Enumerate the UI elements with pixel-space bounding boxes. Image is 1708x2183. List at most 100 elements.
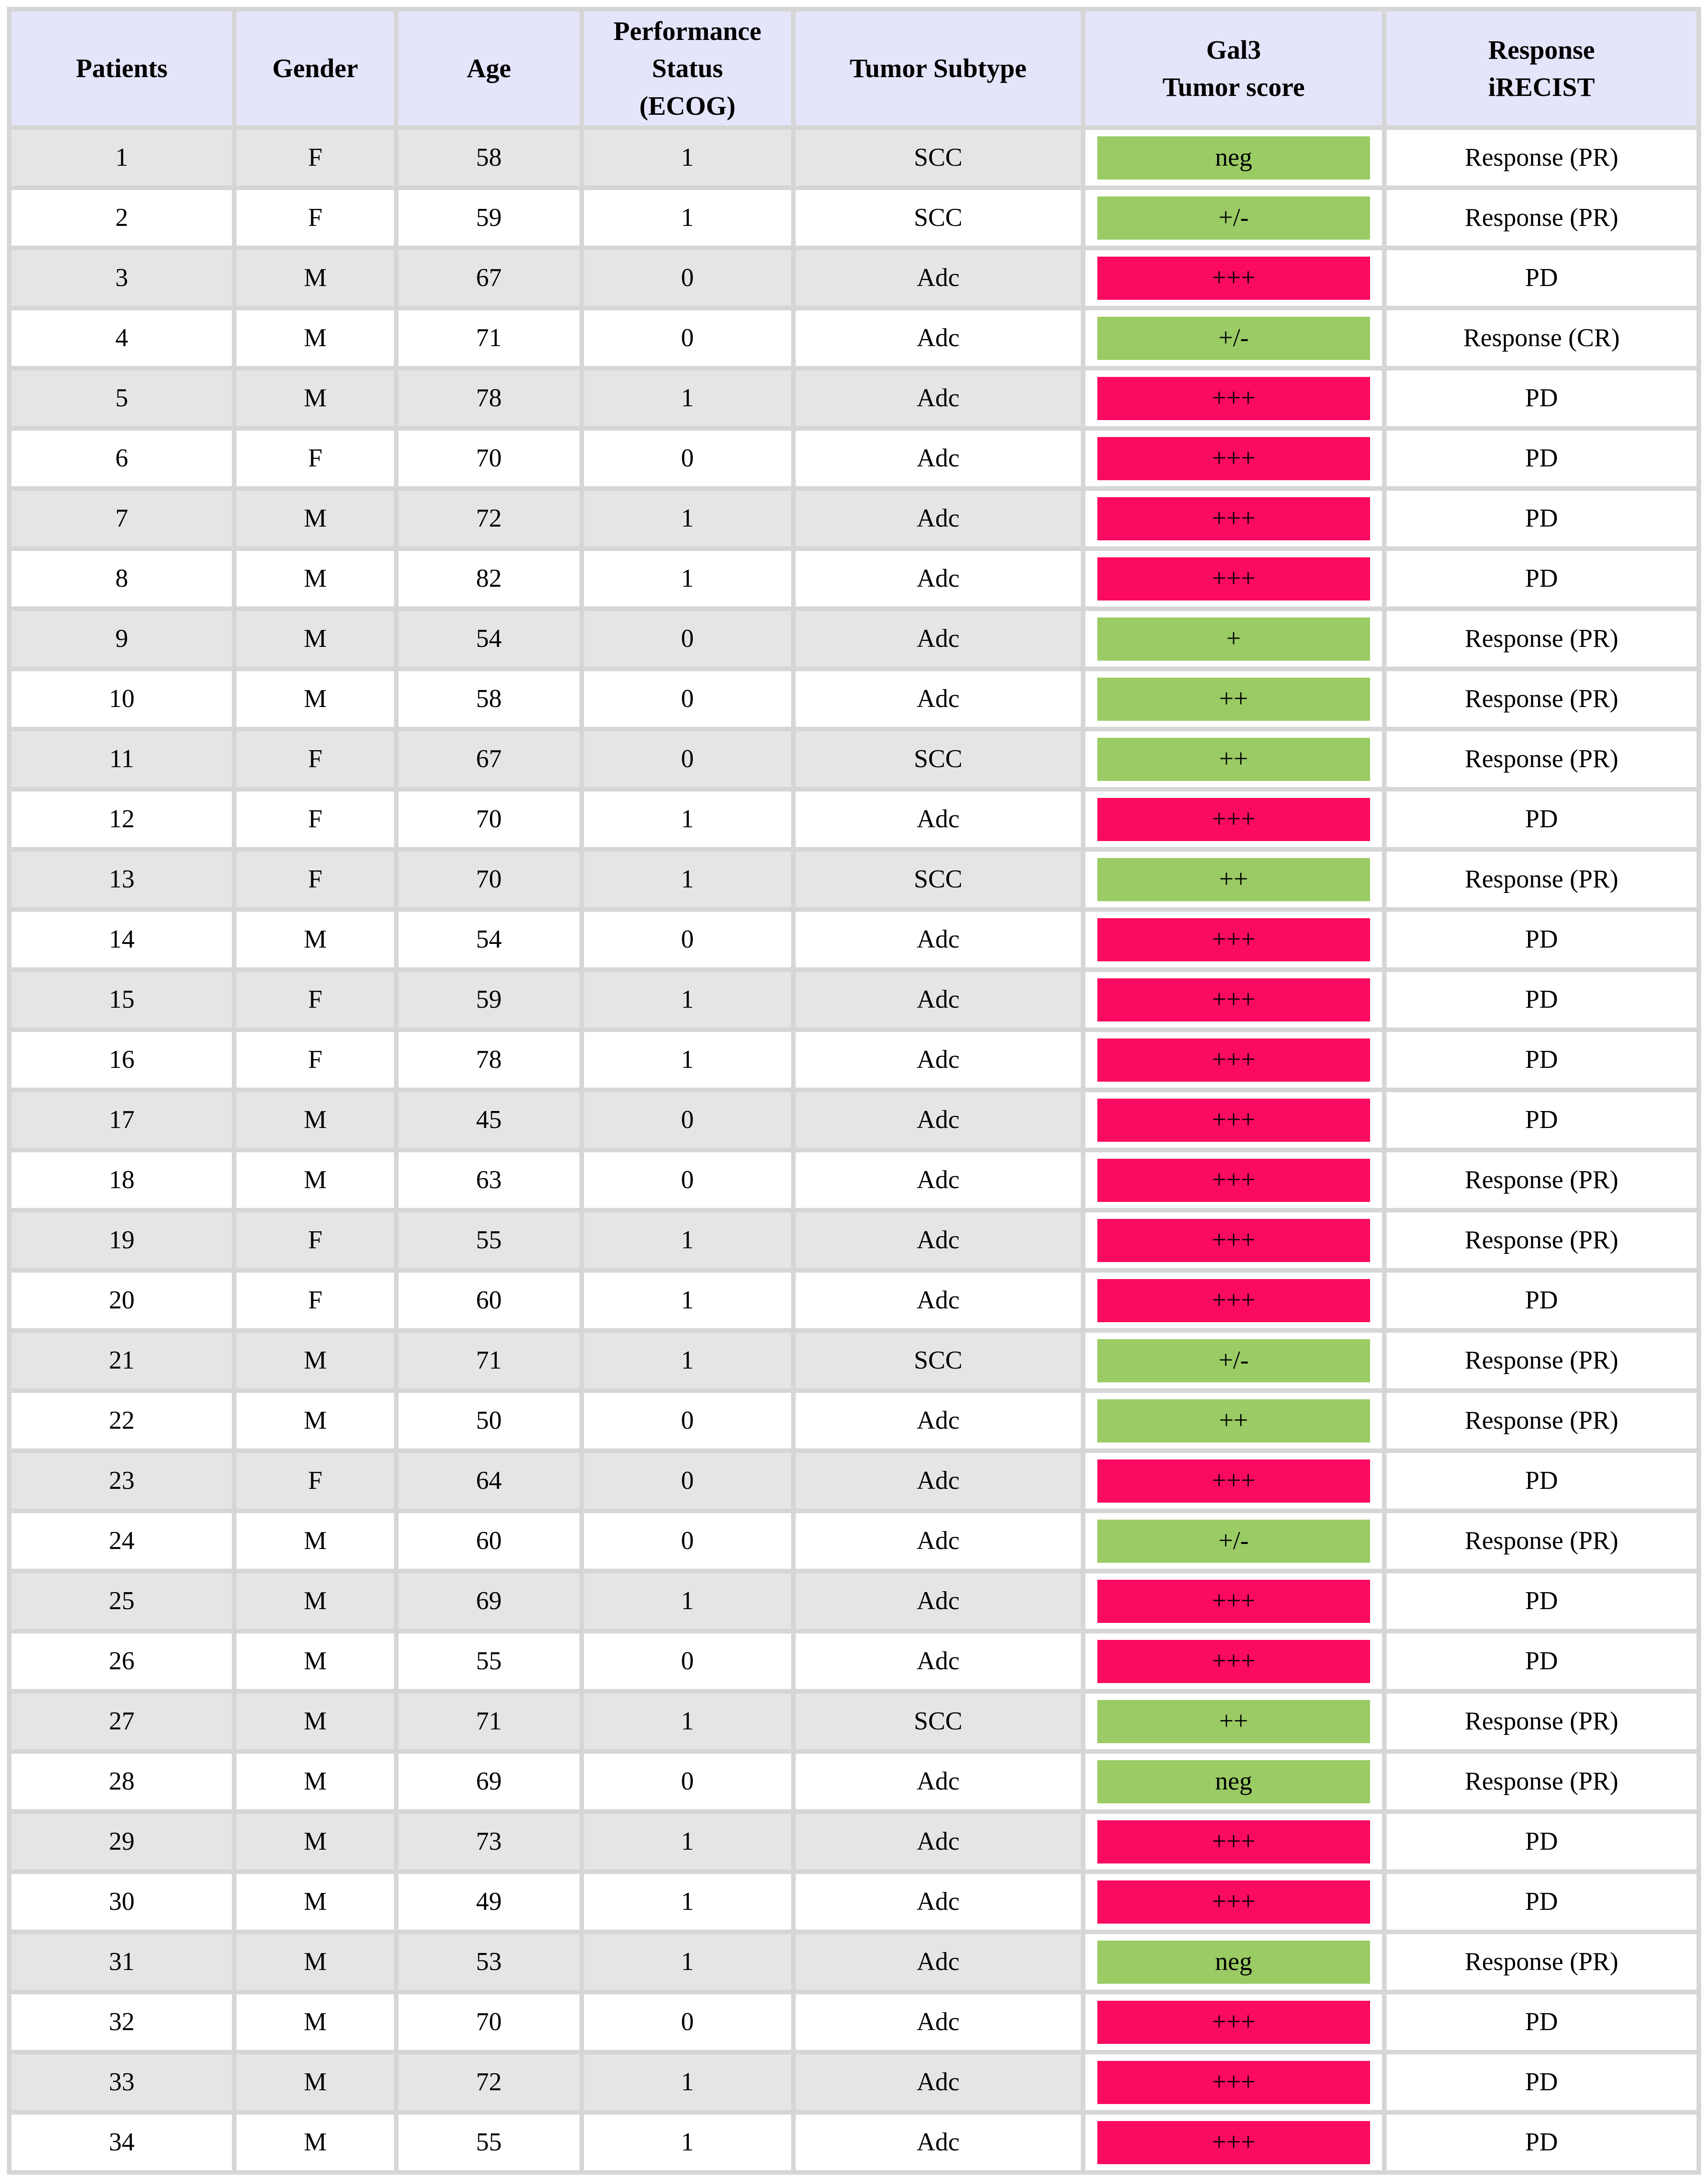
age-cell: 60 — [399, 1513, 579, 1569]
column-header-label: Performance Status (ECOG) — [613, 16, 762, 121]
tumor-subtype-value: SCC — [914, 203, 963, 232]
response-cell: Response (PR) — [1386, 671, 1697, 727]
gender-cell: M — [236, 1754, 394, 1809]
patient-number: 2 — [115, 203, 129, 232]
gal3-score-bar: +++ — [1097, 1218, 1371, 1262]
gal3-score-bar: +++ — [1097, 2000, 1371, 2044]
gal3-score-label: +++ — [1212, 1165, 1256, 1194]
tumor-subtype-cell: Adc — [795, 491, 1081, 546]
age-cell: 73 — [399, 1814, 579, 1869]
gender-value: M — [303, 1406, 327, 1435]
tumor-subtype-value: Adc — [916, 2127, 960, 2156]
age-cell: 55 — [399, 1633, 579, 1689]
patient-number: 7 — [115, 504, 129, 533]
ecog-value: 1 — [681, 1706, 694, 1735]
tumor-subtype-cell: Adc — [795, 1814, 1081, 1869]
patient-number-cell: 13 — [11, 852, 232, 907]
patient-number-cell: 16 — [11, 1032, 232, 1088]
tumor-subtype-value: Adc — [916, 1466, 960, 1495]
column-header-patients: Patients — [11, 11, 232, 125]
gal3-score-bar: + — [1097, 617, 1371, 661]
table-row: 9 M 54 0 Adc + Response (PR) — [11, 611, 1697, 667]
response-cell: Response (PR) — [1386, 1754, 1697, 1809]
ecog-value: 1 — [681, 504, 694, 533]
gal3-score-label: ++ — [1219, 744, 1248, 773]
gal3-score-cell: ++ — [1085, 731, 1382, 787]
tumor-subtype-value: Adc — [916, 624, 960, 653]
patient-number: 12 — [109, 804, 135, 833]
tumor-subtype-value: Adc — [916, 1105, 960, 1134]
age-value: 70 — [476, 864, 502, 893]
age-value: 71 — [476, 323, 502, 352]
age-value: 67 — [476, 744, 502, 773]
response-value: PD — [1525, 2127, 1558, 2156]
patient-number: 22 — [109, 1406, 135, 1435]
table-row: 7 M 72 1 Adc +++ PD — [11, 491, 1697, 546]
age-cell: 58 — [399, 671, 579, 727]
table-row: 14 M 54 0 Adc +++ PD — [11, 912, 1697, 967]
age-cell: 78 — [399, 1032, 579, 1088]
gal3-score-label: +++ — [1212, 925, 1256, 954]
ecog-cell: 0 — [584, 310, 791, 366]
gal3-score-bar: +++ — [1097, 1098, 1371, 1142]
tumor-subtype-cell: Adc — [795, 310, 1081, 366]
response-value: PD — [1525, 1045, 1558, 1074]
tumor-subtype-cell: Adc — [795, 1152, 1081, 1208]
patient-number: 8 — [115, 564, 129, 593]
response-value: PD — [1525, 1887, 1558, 1916]
gal3-score-bar: neg — [1097, 136, 1371, 180]
tumor-subtype-value: Adc — [916, 1767, 960, 1796]
gal3-score-cell: +/- — [1085, 1333, 1382, 1388]
gal3-score-label: + — [1226, 624, 1241, 653]
age-cell: 55 — [399, 1212, 579, 1268]
ecog-value: 1 — [681, 864, 694, 893]
patient-number: 29 — [109, 1827, 135, 1856]
ecog-value: 1 — [681, 143, 694, 172]
gender-value: M — [303, 624, 327, 653]
patient-number-cell: 12 — [11, 791, 232, 847]
response-cell: PD — [1386, 250, 1697, 306]
gal3-score-label: +++ — [1212, 1646, 1256, 1675]
gal3-score-label: +++ — [1212, 1225, 1256, 1254]
gal3-score-bar: +++ — [1097, 918, 1371, 961]
gender-value: M — [303, 1105, 327, 1134]
table-body: 1 F 58 1 SCC neg Response (PR) 2 F 59 1 … — [11, 130, 1697, 2170]
response-cell: PD — [1386, 431, 1697, 486]
response-cell: PD — [1386, 1453, 1697, 1509]
patient-number-cell: 25 — [11, 1573, 232, 1629]
response-cell: Response (PR) — [1386, 1333, 1697, 1388]
gal3-score-bar: +/- — [1097, 1519, 1371, 1563]
tumor-subtype-value: SCC — [914, 1346, 963, 1375]
gender-cell: M — [236, 671, 394, 727]
table-row: 25 M 69 1 Adc +++ PD — [11, 1573, 1697, 1629]
gender-value: F — [308, 1285, 323, 1314]
patient-number: 25 — [109, 1586, 135, 1615]
ecog-value: 1 — [681, 1225, 694, 1254]
gal3-score-cell: +/- — [1085, 190, 1382, 246]
response-value: Response (PR) — [1465, 1225, 1618, 1254]
gal3-score-label: +++ — [1212, 1045, 1256, 1074]
gender-cell: F — [236, 431, 394, 486]
gal3-score-cell: +++ — [1085, 1212, 1382, 1268]
response-value: Response (PR) — [1465, 143, 1618, 172]
response-cell: PD — [1386, 2115, 1697, 2170]
response-cell: PD — [1386, 1092, 1697, 1148]
gender-cell: M — [236, 1814, 394, 1869]
gal3-score-label: ++ — [1219, 864, 1248, 893]
table-row: 21 M 71 1 SCC +/- Response (PR) — [11, 1333, 1697, 1388]
patient-number-cell: 8 — [11, 551, 232, 606]
tumor-subtype-cell: Adc — [795, 1754, 1081, 1809]
ecog-cell: 0 — [584, 1633, 791, 1689]
table-row: 13 F 70 1 SCC ++ Response (PR) — [11, 852, 1697, 907]
gender-cell: F — [236, 852, 394, 907]
patient-number: 26 — [109, 1646, 135, 1675]
gal3-score-bar: +/- — [1097, 196, 1371, 240]
gender-cell: F — [236, 791, 394, 847]
ecog-value: 0 — [681, 1165, 694, 1194]
ecog-value: 1 — [681, 203, 694, 232]
header-row: Patients Gender Age Performance Status (… — [11, 11, 1697, 125]
table-row: 24 M 60 0 Adc +/- Response (PR) — [11, 1513, 1697, 1569]
gal3-score-label: neg — [1215, 143, 1253, 172]
tumor-subtype-cell: Adc — [795, 1212, 1081, 1268]
tumor-subtype-cell: Adc — [795, 1393, 1081, 1448]
